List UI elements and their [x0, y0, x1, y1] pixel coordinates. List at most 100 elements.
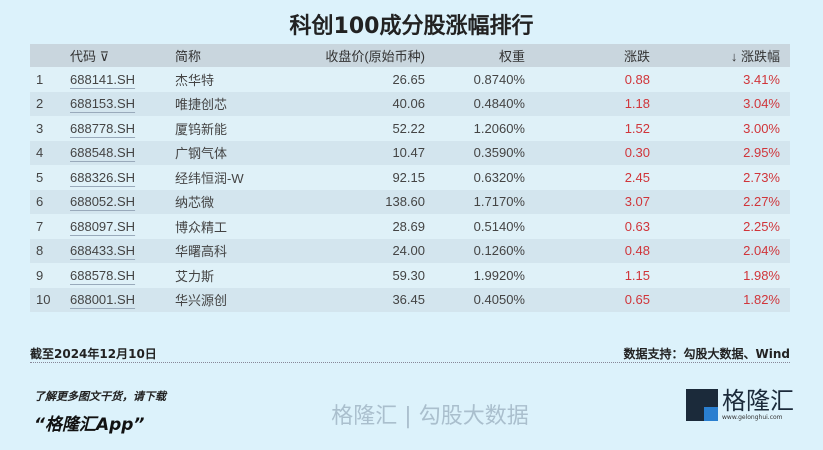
logo-g-icon [686, 389, 718, 421]
cell-name: 纳芯微 [175, 189, 285, 214]
cell-code[interactable]: 688578.SH [70, 263, 175, 288]
cell-code[interactable]: 688153.SH [70, 91, 175, 116]
cell-pct: 1.82% [650, 287, 790, 312]
table-row: 10 688001.SH 华兴源创 36.45 0.4050% 0.65 1.82% [30, 287, 790, 312]
cell-weight: 0.3590% [425, 140, 525, 165]
table-row: 3 688778.SH 厦钨新能 52.22 1.2060% 1.52 3.00% [30, 116, 790, 141]
cell-close: 59.30 [285, 263, 425, 288]
table-row: 8 688433.SH 华曙高科 24.00 0.1260% 0.48 2.04% [30, 238, 790, 263]
cell-rank: 3 [30, 116, 70, 141]
cell-weight: 0.4840% [425, 91, 525, 116]
header-change[interactable]: 涨跌 [525, 44, 650, 67]
cell-pct: 3.04% [650, 91, 790, 116]
table-row: 9 688578.SH 艾力斯 59.30 1.9920% 1.15 1.98% [30, 263, 790, 288]
page-title: 科创100成分股涨幅排行 [289, 14, 534, 39]
cell-close: 40.06 [285, 91, 425, 116]
cell-rank: 6 [30, 189, 70, 214]
cell-change: 1.18 [525, 91, 650, 116]
table-row: 2 688153.SH 唯捷创芯 40.06 0.4840% 1.18 3.04% [30, 91, 790, 116]
header-pct[interactable]: ↓ 涨跌幅 [650, 44, 790, 67]
cell-name: 艾力斯 [175, 263, 285, 288]
cell-weight: 0.1260% [425, 238, 525, 263]
cell-rank: 4 [30, 140, 70, 165]
cell-name: 唯捷创芯 [175, 91, 285, 116]
cell-code[interactable]: 688433.SH [70, 238, 175, 263]
logo-url: www.gelonghui.com [722, 414, 783, 421]
cell-pct: 2.04% [650, 238, 790, 263]
table-row: 5 688326.SH 经纬恒润-W 92.15 0.6320% 2.45 2.73% [30, 165, 790, 190]
header-weight[interactable]: 权重 [425, 44, 525, 67]
cell-change: 1.52 [525, 116, 650, 141]
cell-code[interactable]: 688548.SH [70, 140, 175, 165]
cell-pct: 2.25% [650, 214, 790, 239]
header-code[interactable]: 代码 ⊽ [70, 44, 175, 67]
table-row: 4 688548.SH 广钢气体 10.47 0.3590% 0.30 2.95% [30, 140, 790, 165]
cell-name: 杰华特 [175, 67, 285, 92]
cell-close: 52.22 [285, 116, 425, 141]
cell-code[interactable]: 688326.SH [70, 165, 175, 190]
constituent-table: 代码 ⊽ 简称 收盘价(原始币种) 权重 涨跌 ↓ 涨跌幅 1 688141.SH… [30, 44, 790, 312]
cell-change: 0.65 [525, 287, 650, 312]
header-name[interactable]: 简称 [175, 44, 285, 67]
table-row: 6 688052.SH 纳芯微 138.60 1.7170% 3.07 2.27% [30, 189, 790, 214]
cell-name: 华曙高科 [175, 238, 285, 263]
table-row: 7 688097.SH 博众精工 28.69 0.5140% 0.63 2.25% [30, 214, 790, 239]
cell-code[interactable]: 688097.SH [70, 214, 175, 239]
logo: 格隆汇 www.gelonghui.com [686, 388, 794, 422]
cell-name: 华兴源创 [175, 287, 285, 312]
header-code-label: 代码 [70, 49, 97, 64]
cell-change: 2.45 [525, 165, 650, 190]
watermark: 格隆汇 | 勾股大数据 [331, 404, 529, 429]
cell-rank: 8 [30, 238, 70, 263]
cell-weight: 0.8740% [425, 67, 525, 92]
header-close[interactable]: 收盘价(原始币种) [285, 44, 425, 67]
table-row: 1 688141.SH 杰华特 26.65 0.8740% 0.88 3.41% [30, 67, 790, 92]
cell-weight: 0.6320% [425, 165, 525, 190]
cell-weight: 1.2060% [425, 116, 525, 141]
download-note: 了解更多图文干货，请下载 [34, 390, 166, 403]
cell-change: 1.15 [525, 263, 650, 288]
cell-change: 3.07 [525, 189, 650, 214]
cell-weight: 0.5140% [425, 214, 525, 239]
cell-rank: 1 [30, 67, 70, 92]
cell-close: 28.69 [285, 214, 425, 239]
cell-change: 0.88 [525, 67, 650, 92]
cell-rank: 2 [30, 91, 70, 116]
cell-pct: 2.27% [650, 189, 790, 214]
cell-pct: 3.41% [650, 67, 790, 92]
divider [30, 362, 790, 363]
cell-code[interactable]: 688778.SH [70, 116, 175, 141]
cell-rank: 10 [30, 287, 70, 312]
cell-name: 厦钨新能 [175, 116, 285, 141]
table-header: 代码 ⊽ 简称 收盘价(原始币种) 权重 涨跌 ↓ 涨跌幅 [30, 44, 790, 67]
cell-pct: 2.95% [650, 140, 790, 165]
cell-pct: 2.73% [650, 165, 790, 190]
cell-change: 0.48 [525, 238, 650, 263]
cell-close: 138.60 [285, 189, 425, 214]
header-rank [30, 44, 70, 67]
sort-desc-icon[interactable]: ↓ [730, 49, 738, 64]
cell-weight: 1.7170% [425, 189, 525, 214]
date-note: 截至2024年12月10日 [30, 347, 157, 361]
cell-name: 广钢气体 [175, 140, 285, 165]
cell-close: 36.45 [285, 287, 425, 312]
cell-change: 0.30 [525, 140, 650, 165]
header-pct-label: 涨跌幅 [740, 49, 780, 64]
logo-text: 格隆汇 [722, 387, 794, 415]
cell-code[interactable]: 688141.SH [70, 67, 175, 92]
cell-code[interactable]: 688001.SH [70, 287, 175, 312]
logo-text-group: 格隆汇 www.gelonghui.com [722, 388, 794, 422]
cell-code[interactable]: 688052.SH [70, 189, 175, 214]
cell-close: 10.47 [285, 140, 425, 165]
cell-pct: 3.00% [650, 116, 790, 141]
cell-change: 0.63 [525, 214, 650, 239]
data-source: 数据支持：勾股大数据、Wind [623, 347, 790, 361]
cell-weight: 1.9920% [425, 263, 525, 288]
cell-rank: 9 [30, 263, 70, 288]
cell-close: 92.15 [285, 165, 425, 190]
filter-icon[interactable]: ⊽ [99, 49, 110, 64]
cell-name: 经纬恒润-W [175, 165, 285, 190]
cell-name: 博众精工 [175, 214, 285, 239]
cell-pct: 1.98% [650, 263, 790, 288]
app-name: “格隆汇App” [34, 415, 145, 435]
